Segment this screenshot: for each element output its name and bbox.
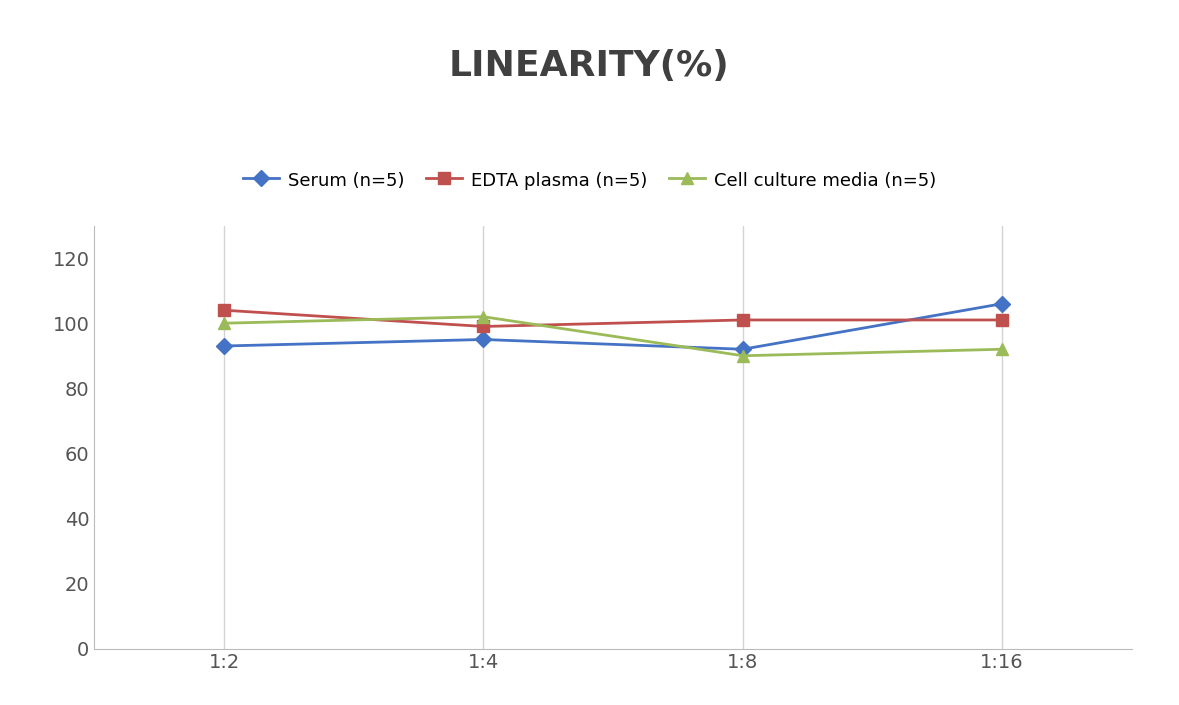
Line: EDTA plasma (n=5): EDTA plasma (n=5) xyxy=(218,305,1008,332)
Cell culture media (n=5) xyxy=(217,319,231,327)
Text: LINEARITY(%): LINEARITY(%) xyxy=(449,49,730,83)
EDTA plasma (n=5) xyxy=(995,316,1009,324)
EDTA plasma (n=5) xyxy=(217,306,231,314)
Line: Cell culture media (n=5): Cell culture media (n=5) xyxy=(218,311,1008,361)
Line: Serum (n=5): Serum (n=5) xyxy=(218,298,1008,355)
Serum (n=5) xyxy=(995,300,1009,308)
Legend: Serum (n=5), EDTA plasma (n=5), Cell culture media (n=5): Serum (n=5), EDTA plasma (n=5), Cell cul… xyxy=(236,164,943,197)
Serum (n=5) xyxy=(476,336,490,344)
Cell culture media (n=5) xyxy=(995,345,1009,353)
Cell culture media (n=5) xyxy=(476,312,490,321)
Serum (n=5) xyxy=(217,342,231,350)
Serum (n=5) xyxy=(736,345,750,353)
EDTA plasma (n=5) xyxy=(736,316,750,324)
Cell culture media (n=5) xyxy=(736,352,750,360)
EDTA plasma (n=5) xyxy=(476,322,490,331)
